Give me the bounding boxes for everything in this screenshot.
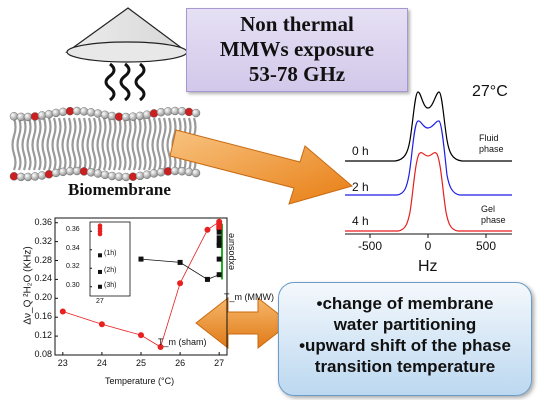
spectrum-2h bbox=[345, 120, 512, 196]
inset-y-tick: 0.34 bbox=[66, 244, 80, 252]
series-line bbox=[140, 258, 220, 280]
conclusion-line-2: water partitioning bbox=[333, 315, 477, 334]
inset-frame bbox=[89, 221, 131, 297]
y-tick-label: 0.20 bbox=[34, 292, 52, 303]
nmr-xtick: -500 bbox=[357, 239, 383, 253]
conclusion-line-3: •upward shift of the phase bbox=[299, 336, 511, 355]
inset-y-tick: 0.36 bbox=[66, 226, 80, 234]
nmr-plot bbox=[345, 91, 512, 238]
data-point bbox=[204, 226, 211, 233]
conclusion-box: •change of membrane water partitioning •… bbox=[278, 282, 532, 396]
phase-word-top: phase bbox=[479, 144, 504, 154]
chart-xlabel: Temperature (°C) bbox=[105, 376, 175, 386]
inset-y-tick: 0.30 bbox=[66, 281, 80, 289]
inset-black-point bbox=[98, 253, 102, 258]
fluid-word: Fluid bbox=[479, 133, 499, 143]
gel-word: Gel bbox=[481, 204, 496, 214]
spectrum-0h bbox=[345, 91, 512, 162]
data-point bbox=[216, 256, 222, 262]
phase-word-bottom: phase bbox=[481, 215, 506, 225]
lipid-bilayer bbox=[9, 106, 201, 182]
data-point bbox=[177, 280, 184, 287]
data-point bbox=[59, 308, 66, 315]
y-tick-label: 0.16 bbox=[34, 311, 52, 322]
y-tick-label: 0.32 bbox=[34, 235, 52, 246]
data-point bbox=[204, 276, 210, 282]
data-point bbox=[138, 332, 144, 339]
x-tick-label: 25 bbox=[135, 358, 147, 368]
nmr-xtick: 0 bbox=[424, 239, 432, 253]
data-point bbox=[98, 321, 105, 328]
time-label-4h: 4 h bbox=[352, 214, 369, 228]
time-label-2h: 2 h bbox=[352, 180, 369, 194]
data-point bbox=[216, 235, 222, 241]
data-point bbox=[157, 343, 164, 350]
y-tick-label: 0.12 bbox=[34, 330, 52, 341]
conclusion-line-1: •change of membrane bbox=[316, 294, 494, 313]
inset-time-label: (1h) bbox=[104, 250, 117, 258]
data-point bbox=[216, 240, 222, 246]
radiation-waves bbox=[104, 62, 146, 102]
data-point bbox=[216, 272, 222, 278]
data-point bbox=[216, 242, 222, 248]
spectrum-4h bbox=[345, 152, 512, 232]
y-tick-label: 0.24 bbox=[34, 273, 52, 284]
chart-ylabel: Δν_Q ²H₂O (KHz) bbox=[22, 246, 34, 325]
time-label-0h: 0 h bbox=[352, 144, 369, 158]
lipid-head bbox=[191, 168, 201, 178]
title-line-2: MMWs exposure bbox=[219, 37, 375, 61]
nmr-xtick: 500 bbox=[475, 239, 497, 253]
nmr-xlabel: Hz bbox=[418, 258, 438, 275]
title-line-1: Non thermal bbox=[240, 12, 354, 36]
data-point bbox=[138, 256, 144, 262]
inset-time-label: (3h) bbox=[104, 281, 117, 289]
biomembrane-label: Biomembrane bbox=[68, 180, 171, 199]
fluid-phase-label: Fluid phase bbox=[479, 133, 504, 155]
y-tick-label: 0.08 bbox=[34, 349, 52, 359]
inset-red-point bbox=[97, 231, 103, 237]
title-line-3: 53-78 GHz bbox=[248, 62, 346, 86]
gel-phase-label: Gel phase bbox=[481, 204, 506, 226]
conclusion-line-4: transition temperature bbox=[314, 357, 496, 376]
exposure-label: exposure bbox=[226, 232, 236, 270]
x-tick-label: 26 bbox=[175, 358, 186, 368]
inset-x-label: 27 bbox=[96, 298, 104, 305]
tm-mmw-label: T_m (MMW) bbox=[224, 292, 274, 302]
lipid-head bbox=[191, 108, 201, 118]
y-tick-label: 0.36 bbox=[34, 216, 52, 227]
x-tick-label: 23 bbox=[57, 358, 68, 368]
antenna-cone bbox=[65, 7, 189, 63]
y-tick-label: 0.28 bbox=[34, 254, 52, 265]
data-point bbox=[216, 229, 222, 235]
x-tick-label: 24 bbox=[96, 358, 107, 368]
inset-time-label: (2h) bbox=[104, 266, 117, 274]
series-line bbox=[62, 221, 220, 348]
title-box: Non thermal MMWs exposure 53-78 GHz bbox=[186, 8, 408, 92]
nmr-temperature: 27°C bbox=[472, 83, 508, 100]
transition-arrow bbox=[169, 129, 354, 205]
x-tick-label: 27 bbox=[214, 358, 225, 368]
inset-black-point bbox=[98, 284, 102, 289]
inset-black-point bbox=[98, 269, 102, 274]
data-point bbox=[177, 259, 183, 265]
inset-y-tick: 0.32 bbox=[66, 263, 80, 271]
tm-sham-label: T_m (sham) bbox=[158, 337, 207, 347]
